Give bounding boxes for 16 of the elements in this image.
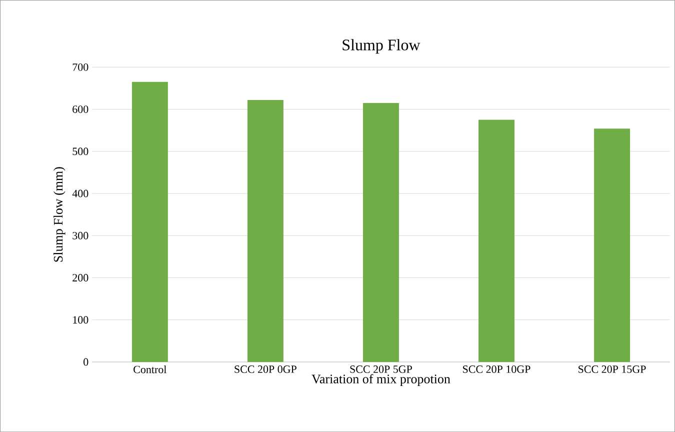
y-tick-label: 500	[72, 148, 88, 156]
y-tick-label: 300	[72, 232, 88, 240]
y-tick-label: 200	[72, 274, 88, 282]
chart-title: Slump Flow	[342, 39, 420, 54]
x-axis-title: Variation of mix propotion	[312, 374, 450, 386]
x-tick-label: SCC 20P 10GP	[463, 365, 530, 373]
y-tick-label: 0	[84, 358, 88, 366]
y-tick-label: 600	[72, 106, 88, 113]
y-tick-label: 700	[72, 63, 88, 71]
x-tick-label: SCC 20P 5GP	[350, 365, 412, 373]
y-tick-label: 400	[72, 190, 88, 198]
x-tick-label: SCC 20P 0GP	[234, 365, 296, 373]
x-tick-label: SCC 20P 15GP	[578, 365, 646, 373]
y-tick-label: 100	[73, 316, 88, 324]
y-axis-title: Slump Flow (mm)	[53, 167, 66, 262]
x-tick-label: Control	[134, 365, 166, 374]
